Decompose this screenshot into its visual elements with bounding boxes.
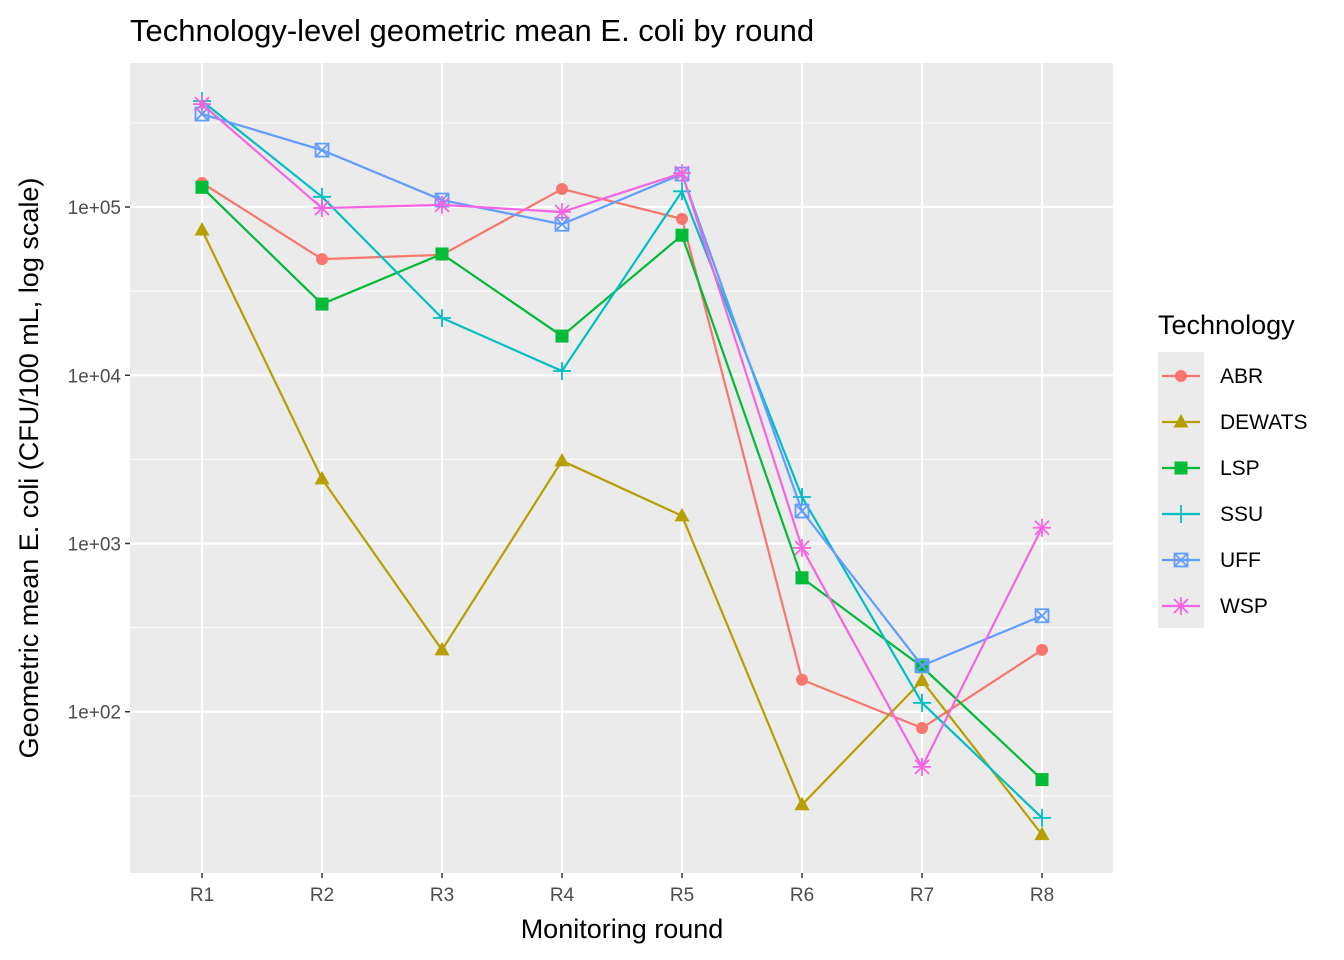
legend-key-background — [1158, 352, 1204, 628]
data-point — [553, 203, 571, 222]
x-tick-label: R5 — [670, 885, 694, 906]
data-point — [1033, 808, 1051, 827]
series-line — [201, 182, 1043, 730]
data-point — [914, 672, 930, 687]
series-line — [201, 186, 1043, 781]
data-point — [916, 722, 928, 735]
x-axis-label: Monitoring round — [521, 914, 724, 944]
data-point — [913, 693, 931, 712]
data-point — [674, 507, 690, 522]
series-dewats — [194, 222, 1050, 841]
legend-label: SSU — [1220, 503, 1263, 526]
data-point — [1035, 773, 1049, 787]
legend-label: DEWATS — [1220, 411, 1308, 434]
legend-item-uff: UFF — [1162, 549, 1261, 572]
data-point — [553, 362, 571, 381]
series-line — [201, 103, 1043, 770]
x-tick-label: R8 — [1030, 885, 1054, 906]
data-point — [435, 247, 449, 261]
data-point — [1036, 643, 1048, 656]
data-point — [794, 796, 810, 811]
legend-key-marker — [1173, 552, 1189, 568]
data-point — [314, 142, 330, 158]
y-tick-label: 1e+03 — [68, 534, 121, 555]
y-axis-label: Geometric mean E. coli (CFU/100 mL, log … — [14, 178, 44, 759]
legend-key-marker — [1175, 370, 1187, 382]
y-tick-label: 1e+05 — [68, 198, 121, 219]
series-line — [201, 112, 1043, 667]
legend-item-abr: ABR — [1162, 365, 1263, 388]
y-axis: 1e+02 1e+03 1e+04 1e+05 — [68, 198, 130, 724]
data-point — [313, 199, 331, 218]
data-point — [314, 470, 330, 485]
x-tick-label: R2 — [310, 885, 334, 906]
legend-key-marker — [1172, 597, 1190, 615]
data-point — [433, 308, 451, 327]
series-wsp — [193, 95, 1051, 776]
legend-item-ssu: SSU — [1162, 503, 1263, 526]
legend-key-marker — [1172, 505, 1190, 523]
x-tick-label: R7 — [910, 885, 934, 906]
data-point — [913, 757, 931, 776]
legend-title: Technology — [1158, 310, 1295, 340]
data-point — [1034, 608, 1050, 624]
data-point — [1034, 826, 1050, 841]
series-line — [201, 229, 1043, 836]
series-uff — [194, 106, 1050, 674]
chart-title: Technology-level geometric mean E. coli … — [130, 13, 814, 48]
data-point — [195, 180, 209, 194]
x-tick-label: R4 — [550, 885, 575, 906]
legend-label: WSP — [1220, 595, 1268, 618]
data-point — [793, 538, 811, 557]
data-point — [315, 297, 329, 311]
series-line — [201, 100, 1043, 819]
data-point — [796, 673, 808, 686]
data-point — [556, 182, 568, 195]
data-point — [194, 222, 210, 236]
legend: Technology ABR DEWATS LSP SSU UFF WSP — [1158, 310, 1308, 628]
data-point — [676, 212, 688, 225]
data-point — [673, 164, 691, 183]
series-layer — [193, 91, 1051, 841]
legend-item-wsp: WSP — [1162, 595, 1268, 618]
data-point — [1033, 518, 1051, 537]
legend-label: LSP — [1220, 457, 1260, 480]
y-tick-label: 1e+02 — [68, 703, 121, 724]
plot-panel — [130, 63, 1113, 873]
x-tick-label: R6 — [790, 885, 814, 906]
y-tick-label: 1e+04 — [68, 366, 122, 387]
legend-label: ABR — [1220, 365, 1263, 388]
data-point — [316, 253, 328, 266]
data-point — [434, 641, 450, 656]
data-point — [555, 329, 569, 343]
legend-key-marker — [1174, 461, 1188, 475]
data-point — [675, 228, 689, 242]
data-point — [433, 195, 451, 214]
data-point — [193, 95, 211, 114]
x-tick-label: R3 — [430, 885, 454, 906]
data-point — [554, 452, 570, 467]
legend-item-lsp: LSP — [1162, 457, 1260, 480]
data-point — [794, 503, 810, 519]
legend-key-marker — [1173, 414, 1189, 428]
legend-label: UFF — [1220, 549, 1261, 572]
data-point — [795, 571, 809, 585]
x-tick-label: R1 — [190, 885, 214, 906]
legend-item-dewats: DEWATS — [1162, 411, 1308, 434]
x-axis: R1 R2 R3 R4 R5 R6 R7 R8 — [190, 873, 1054, 906]
data-point — [914, 658, 930, 674]
